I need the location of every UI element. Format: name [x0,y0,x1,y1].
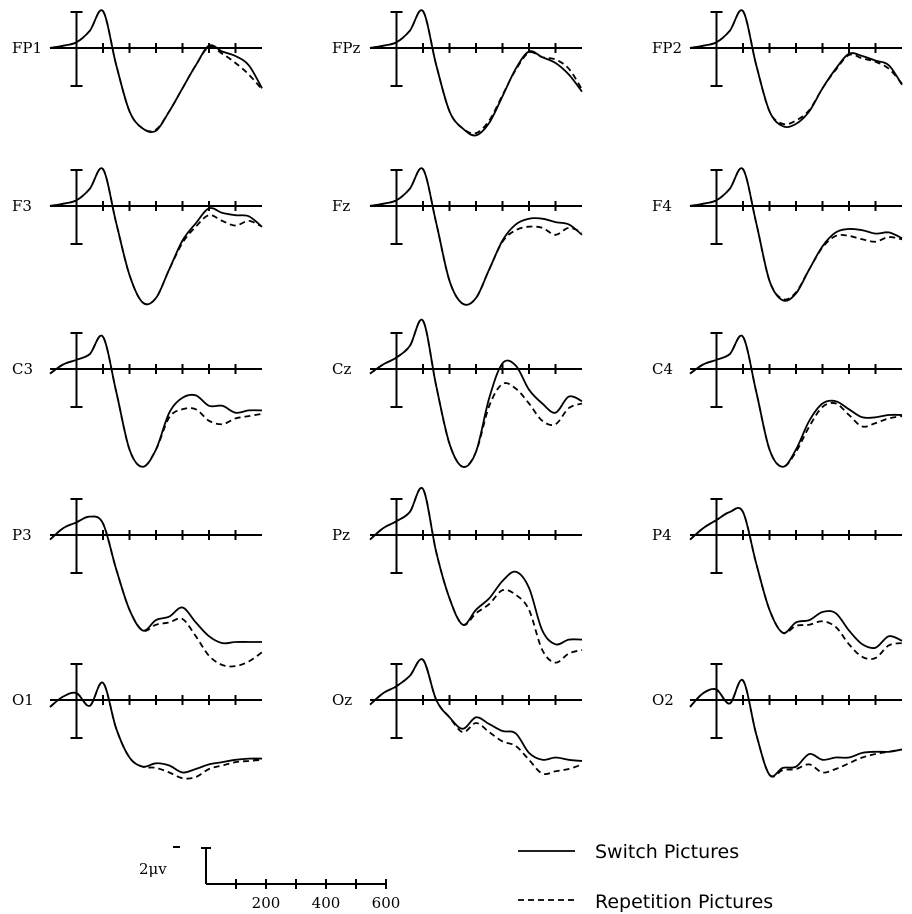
panel-cz: Cz [332,318,583,468]
waveform-repetition-fz [369,167,583,306]
scale-amplitude-label: 2μv [139,860,167,878]
scale-bar: 2μv 200 400 600 [139,846,401,912]
scale-tick-label-600: 600 [372,894,401,912]
channel-label-fz: Fz [332,197,350,215]
waveform-switch-fz [369,167,583,306]
legend-label-switch: Switch Pictures [595,841,739,863]
waveform-switch-fp2 [689,9,903,128]
channel-label-p3: P3 [12,526,32,544]
channel-label-fp1: FP1 [12,39,42,57]
waveform-switch-fp1 [49,9,263,134]
panel-c3: C3 [12,332,263,468]
waveform-repetition-fp2 [689,9,903,126]
waveform-repetition-c4 [689,334,903,468]
panel-fz: Fz [332,167,583,306]
channel-panels: FP1 FPz FP2 F3 Fz F4 C3 Cz C4 P3 Pz P4 O1 Oz O2 [12,9,903,780]
waveform-repetition-o2 [689,679,903,778]
panel-c4: C4 [652,332,903,468]
channel-label-c3: C3 [12,360,33,378]
channel-label-f3: F3 [12,197,32,215]
channel-label-pz: Pz [332,526,350,544]
panel-f4: F4 [652,167,903,302]
channel-label-o1: O1 [12,691,34,709]
channel-label-o2: O2 [652,691,674,709]
legend-label-repetition: Repetition Pictures [595,891,773,913]
waveform-switch-c4 [689,334,903,468]
channel-label-oz: Oz [332,691,352,709]
panel-p3: P3 [12,498,263,668]
waveform-repetition-cz [369,318,583,468]
waveform-switch-p4 [689,506,903,650]
waveform-switch-o2 [689,679,903,778]
waveform-switch-c3 [49,334,263,468]
waveform-switch-p3 [49,515,262,645]
panel-f3: F3 [12,167,263,306]
scale-time-ticks [235,879,387,889]
waveform-switch-cz [369,318,583,468]
panel-fp2: FP2 [652,9,903,128]
waveform-switch-fpz [369,9,583,137]
channel-label-fpz: FPz [332,39,361,57]
panel-o2: O2 [652,663,903,778]
waveform-switch-f4 [689,167,903,302]
legend: Switch Pictures Repetition Pictures [518,841,773,913]
channel-label-p4: P4 [652,526,672,544]
waveform-switch-pz [369,486,583,646]
panel-o1: O1 [12,663,263,780]
waveform-repetition-f4 [689,167,903,301]
waveform-repetition-fp1 [49,9,263,133]
panel-fpz: FPz [332,9,583,137]
panel-fp1: FP1 [12,9,263,134]
waveform-repetition-c3 [49,334,263,468]
channel-label-fp2: FP2 [652,39,682,57]
waveform-switch-o1 [49,681,263,774]
channel-label-c4: C4 [652,360,673,378]
panel-pz: Pz [332,486,583,664]
waveform-repetition-pz [369,486,583,664]
channel-label-cz: Cz [332,360,351,378]
channel-label-f4: F4 [652,197,672,215]
waveform-repetition-fpz [369,9,583,135]
scale-tick-label-200: 200 [252,894,281,912]
panel-oz: Oz [332,658,583,776]
panel-p4: P4 [652,498,903,661]
waveform-switch-oz [369,658,583,762]
waveform-switch-f3 [49,167,263,306]
scale-tick-label-400: 400 [312,894,341,912]
waveform-repetition-f3 [49,167,263,306]
